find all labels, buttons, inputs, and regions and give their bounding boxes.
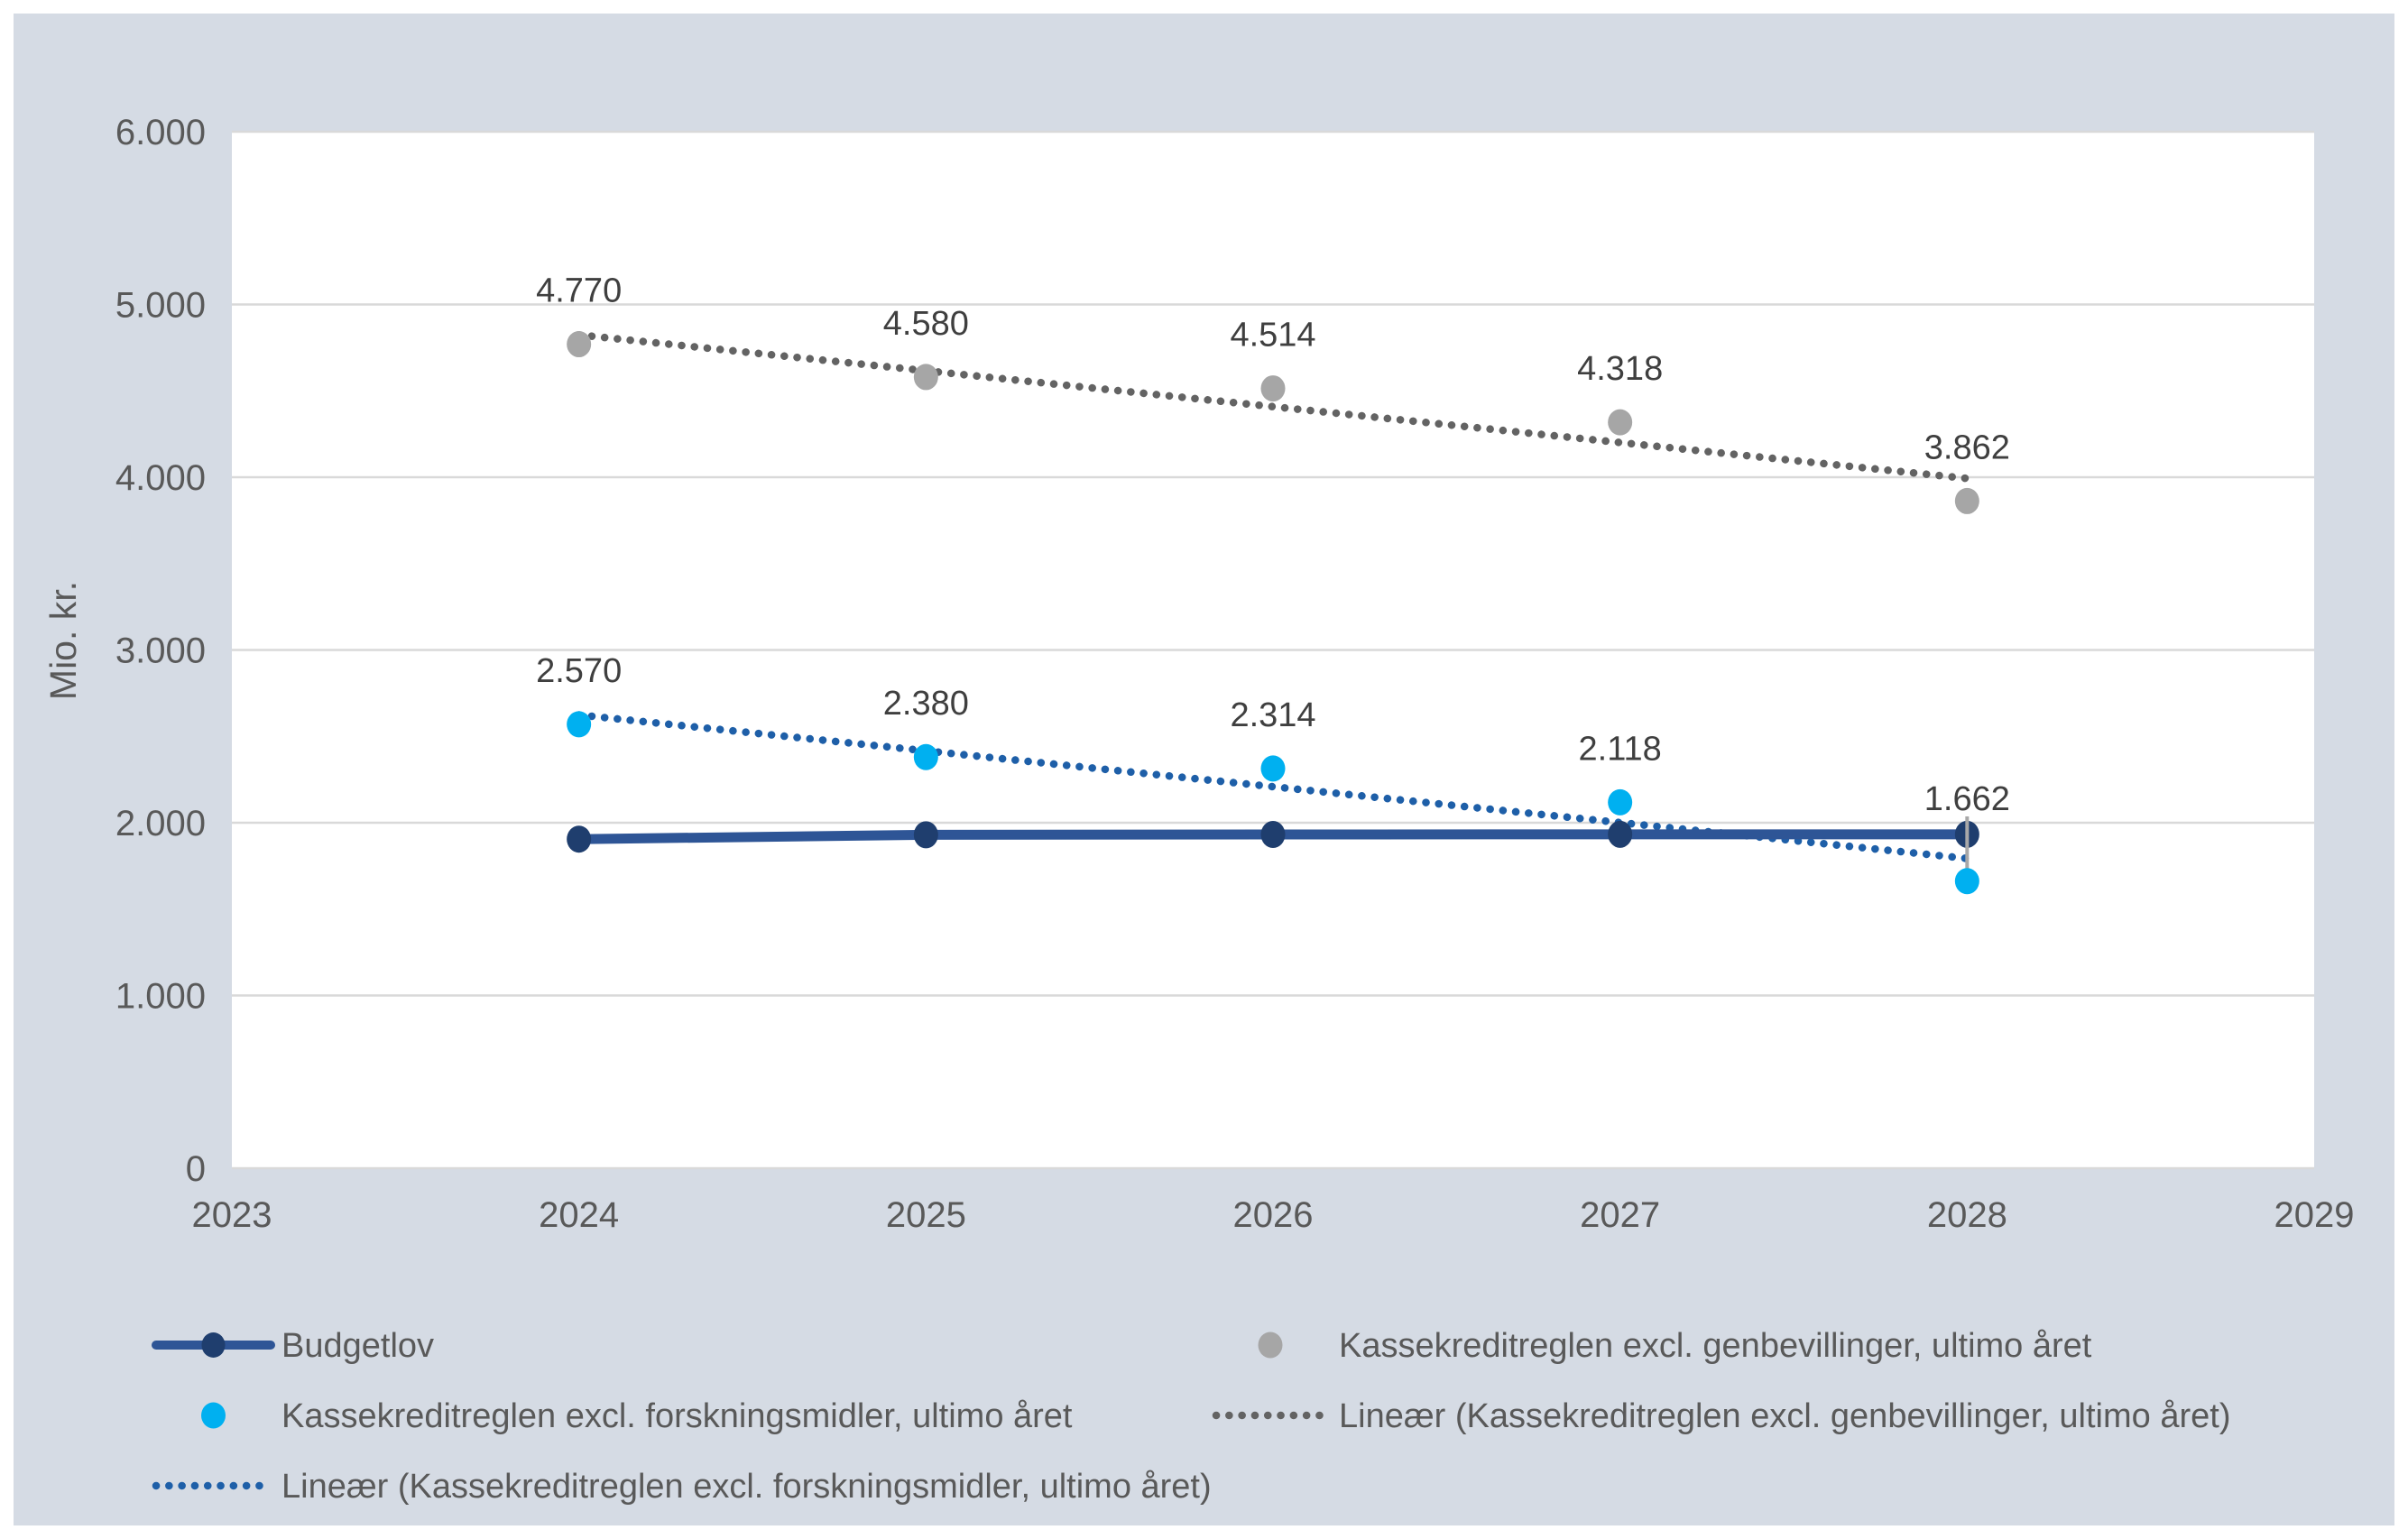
y-axis-tick-label: 1.000 [115,977,206,1017]
data-label: 1.662 [1924,780,2010,818]
data-label: 2.118 [1579,730,1662,768]
data-marker [1608,409,1633,436]
legend-dot-symbol [1258,1332,1283,1359]
budgetlov-marker [913,821,938,849]
legend-item [1258,1332,1283,1359]
x-axis-tick-label: 2025 [886,1195,966,1235]
legend-dot-symbol [201,1402,226,1429]
budgetlov-marker [1608,820,1633,848]
trendline-series-0 [575,330,1971,483]
data-label: 2.314 [1230,696,1315,734]
y-axis-tick-label: 3.000 [115,631,206,671]
legend-label: Budgetlov [281,1327,434,1365]
data-label: 4.770 [536,272,622,310]
y-axis-title: Mio. kr. [42,581,84,700]
legend-label: Lineær (Kassekreditreglen excl. genbevil… [1339,1397,2230,1435]
data-marker [567,711,592,738]
data-label: 4.514 [1230,317,1315,355]
budgetlov-marker [1260,821,1286,849]
y-axis-tick-label: 0 [186,1149,206,1189]
y-axis-tick-label: 6.000 [115,113,206,152]
data-marker [1260,755,1286,782]
data-marker [913,743,938,770]
budgetlov-marker [567,825,592,853]
data-marker [1608,788,1633,816]
legend-label: Lineær (Kassekreditreglen excl. forsknin… [281,1468,1212,1506]
legend-label: Kassekreditreglen excl. genbevillinger, … [1339,1327,2092,1365]
data-label: 2.380 [883,685,969,723]
data-marker [1954,487,1979,514]
legend-item [201,1402,226,1429]
data-label: 3.862 [1924,429,2010,466]
data-label: 4.580 [883,305,969,343]
legend-label: Kassekreditreglen excl. forskningsmidler… [281,1397,1073,1435]
legend-marker-symbol [201,1332,226,1358]
y-axis-tick-label: 4.000 [115,458,206,498]
y-axis-tick-label: 5.000 [115,286,206,326]
x-axis-tick-label: 2026 [1233,1195,1314,1235]
data-marker [1954,868,1979,895]
x-axis-tick-label: 2024 [539,1195,619,1235]
data-label: 4.318 [1577,350,1663,388]
x-axis-tick-label: 2023 [192,1195,272,1235]
x-axis-tick-label: 2027 [1580,1195,1660,1235]
x-axis-tick-label: 2028 [1927,1195,2007,1235]
data-label: 2.570 [536,652,622,690]
data-marker [913,364,938,391]
legend-item [152,1332,275,1358]
data-marker [567,331,592,358]
data-marker [1260,375,1286,402]
x-axis-tick-label: 2029 [2274,1195,2355,1235]
y-axis-tick-label: 2.000 [115,804,206,843]
